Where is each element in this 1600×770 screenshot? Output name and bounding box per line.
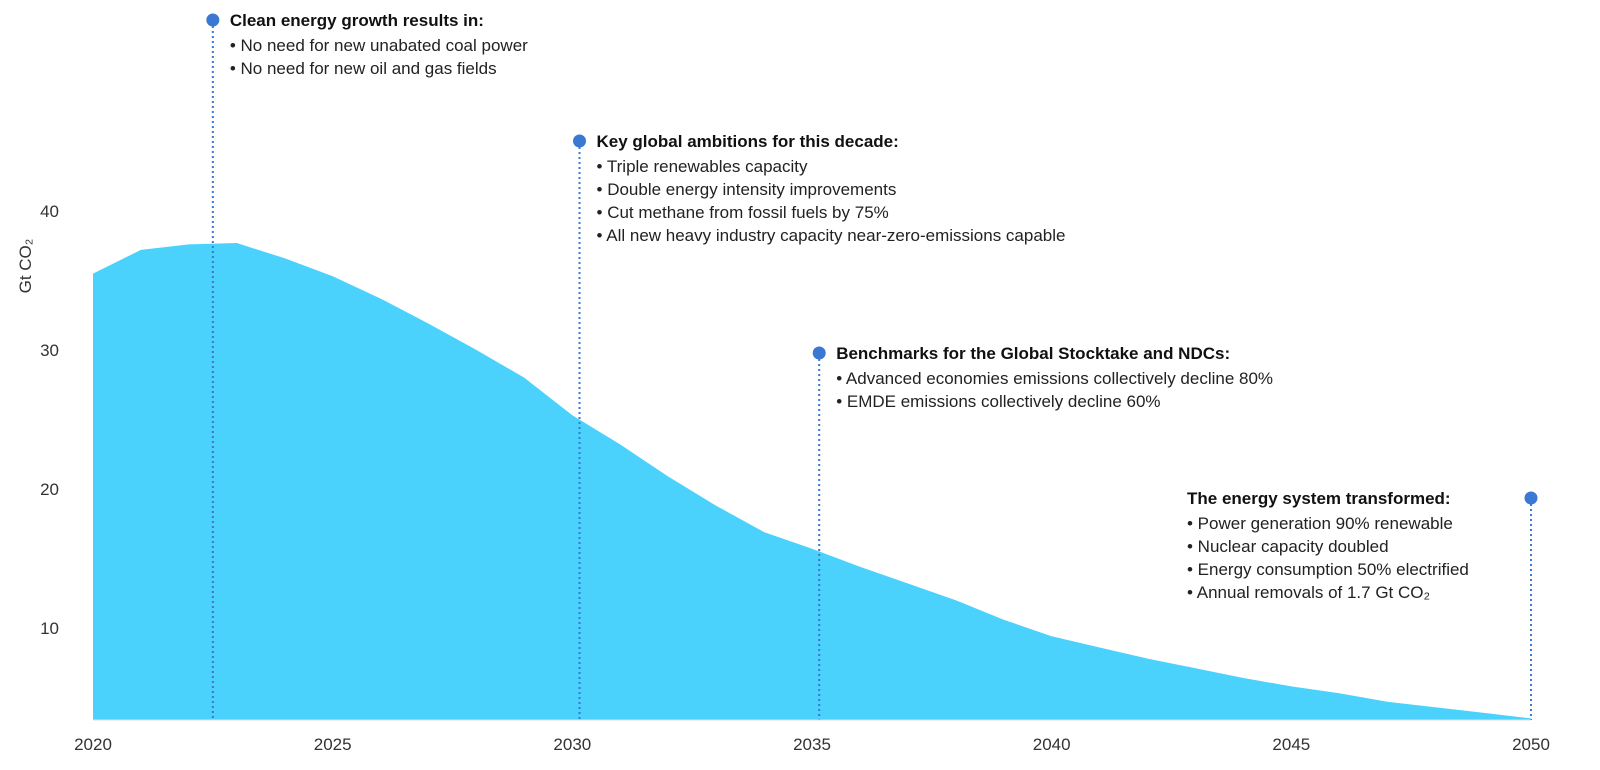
annotation-marker — [1524, 491, 1538, 505]
x-tick-label: 2040 — [1033, 735, 1071, 754]
annotation-marker — [206, 13, 220, 27]
annotation-title: Key global ambitions for this decade: — [597, 132, 899, 151]
y-axis-label: Gt CO₂ — [16, 239, 35, 294]
x-tick-label: 2045 — [1272, 735, 1310, 754]
y-tick-label: 30 — [40, 341, 59, 360]
y-tick-label: 10 — [40, 619, 59, 638]
annotation-item: • All new heavy industry capacity near-z… — [597, 226, 1066, 245]
annotation-marker — [573, 134, 587, 148]
annotation-item: • Power generation 90% renewable — [1187, 514, 1453, 533]
x-tick-label: 2035 — [793, 735, 831, 754]
x-tick-label: 2050 — [1512, 735, 1550, 754]
annotation: The energy system transformed: • Power ge… — [1187, 489, 1538, 720]
annotation-item: • Triple renewables capacity — [597, 157, 808, 176]
annotation: Key global ambitions for this decade: • T… — [573, 132, 1065, 720]
annotation-marker — [812, 346, 826, 360]
y-tick-label: 20 — [40, 480, 59, 499]
annotation: Benchmarks for the Global Stocktake and … — [812, 344, 1273, 720]
annotation-title: The energy system transformed: — [1187, 489, 1451, 508]
annotation-item: • Annual removals of 1.7 Gt CO₂ — [1187, 583, 1430, 602]
annotation-item: • Double energy intensity improvements — [597, 180, 897, 199]
x-tick-label: 2025 — [314, 735, 352, 754]
annotation-item: • EMDE emissions collectively decline 60… — [836, 392, 1160, 411]
annotation-item: • No need for new unabated coal power — [230, 36, 528, 55]
annotation-item: • Advanced economies emissions collectiv… — [836, 369, 1273, 388]
annotation-item: • Energy consumption 50% electrified — [1187, 560, 1469, 579]
annotation: Clean energy growth results in: • No need… — [206, 11, 528, 720]
annotation-item: • Nuclear capacity doubled — [1187, 537, 1389, 556]
annotation-title: Benchmarks for the Global Stocktake and … — [836, 344, 1230, 363]
annotation-title: Clean energy growth results in: — [230, 11, 484, 30]
x-tick-label: 2020 — [74, 735, 112, 754]
x-tick-label: 2030 — [553, 735, 591, 754]
emissions-area — [93, 243, 1531, 720]
annotation-item: • Cut methane from fossil fuels by 75% — [597, 203, 889, 222]
y-tick-label: 40 — [40, 202, 59, 221]
annotation-item: • No need for new oil and gas fields — [230, 59, 497, 78]
